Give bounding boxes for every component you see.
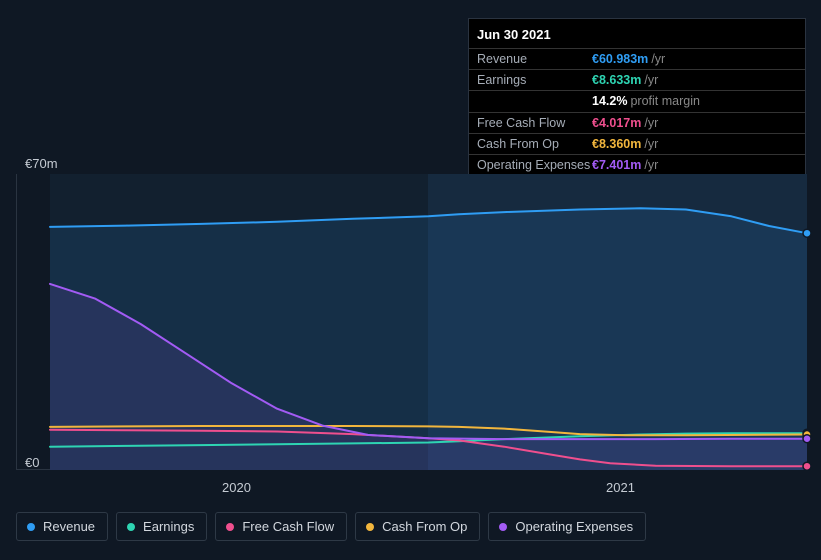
tooltip-row-suffix: /yr (641, 115, 658, 131)
legend-item-revenue[interactable]: Revenue (16, 512, 108, 541)
legend-item-label: Free Cash Flow (242, 519, 334, 534)
legend-item-earnings[interactable]: Earnings (116, 512, 207, 541)
tooltip-row-value: €60.983m (592, 51, 648, 67)
tooltip-row-suffix: /yr (641, 157, 658, 173)
tooltip-row-suffix: /yr (641, 72, 658, 88)
tooltip-row: Revenue€60.983m/yr (469, 49, 805, 70)
tooltip-row-suffix: /yr (648, 51, 665, 67)
legend-item-label: Revenue (43, 519, 95, 534)
tooltip-row: Free Cash Flow€4.017m/yr (469, 113, 805, 134)
tooltip-row-value: €8.633m (592, 72, 641, 88)
tooltip-row-label: Revenue (477, 51, 592, 67)
tooltip-row-value: €4.017m (592, 115, 641, 131)
tooltip-panel: Jun 30 2021 Revenue€60.983m/yrEarnings€8… (468, 18, 806, 178)
tooltip-row-label: Cash From Op (477, 136, 592, 152)
chart-svg (50, 174, 807, 470)
legend-dot-icon (366, 523, 374, 531)
legend-item-free-cash-flow[interactable]: Free Cash Flow (215, 512, 347, 541)
legend-item-label: Operating Expenses (515, 519, 633, 534)
tooltip-row-value: €7.401m (592, 157, 641, 173)
series-end-dot-revenue (803, 229, 811, 237)
legend-dot-icon (226, 523, 234, 531)
tooltip-row-label: Free Cash Flow (477, 115, 592, 131)
tooltip-title: Jun 30 2021 (469, 25, 805, 49)
legend: Revenue Earnings Free Cash Flow Cash From O… (16, 512, 646, 541)
legend-item-operating-expenses[interactable]: Operating Expenses (488, 512, 646, 541)
tooltip-row: Cash From Op€8.360m/yr (469, 134, 805, 155)
legend-item-label: Earnings (143, 519, 194, 534)
x-axis-label-2020: 2020 (222, 480, 251, 495)
series-end-dot-fcf (803, 462, 811, 470)
legend-dot-icon (127, 523, 135, 531)
legend-dot-icon (27, 523, 35, 531)
x-axis-label-2021: 2021 (606, 480, 635, 495)
tooltip-row-suffix: /yr (641, 136, 658, 152)
tooltip-row-value: €8.360m (592, 136, 641, 152)
tooltip-row-label: Earnings (477, 72, 592, 88)
tooltip-row-label: Operating Expenses (477, 157, 592, 173)
tooltip-row: Earnings€8.633m/yr (469, 70, 805, 91)
series-end-dot-opex (803, 435, 811, 443)
legend-item-cash-from-op[interactable]: Cash From Op (355, 512, 480, 541)
legend-item-label: Cash From Op (382, 519, 467, 534)
chart-area[interactable] (16, 174, 806, 470)
legend-dot-icon (499, 523, 507, 531)
tooltip-subrow: 14.2%profit margin (469, 91, 805, 112)
y-axis-top-label: €70m (25, 156, 58, 171)
